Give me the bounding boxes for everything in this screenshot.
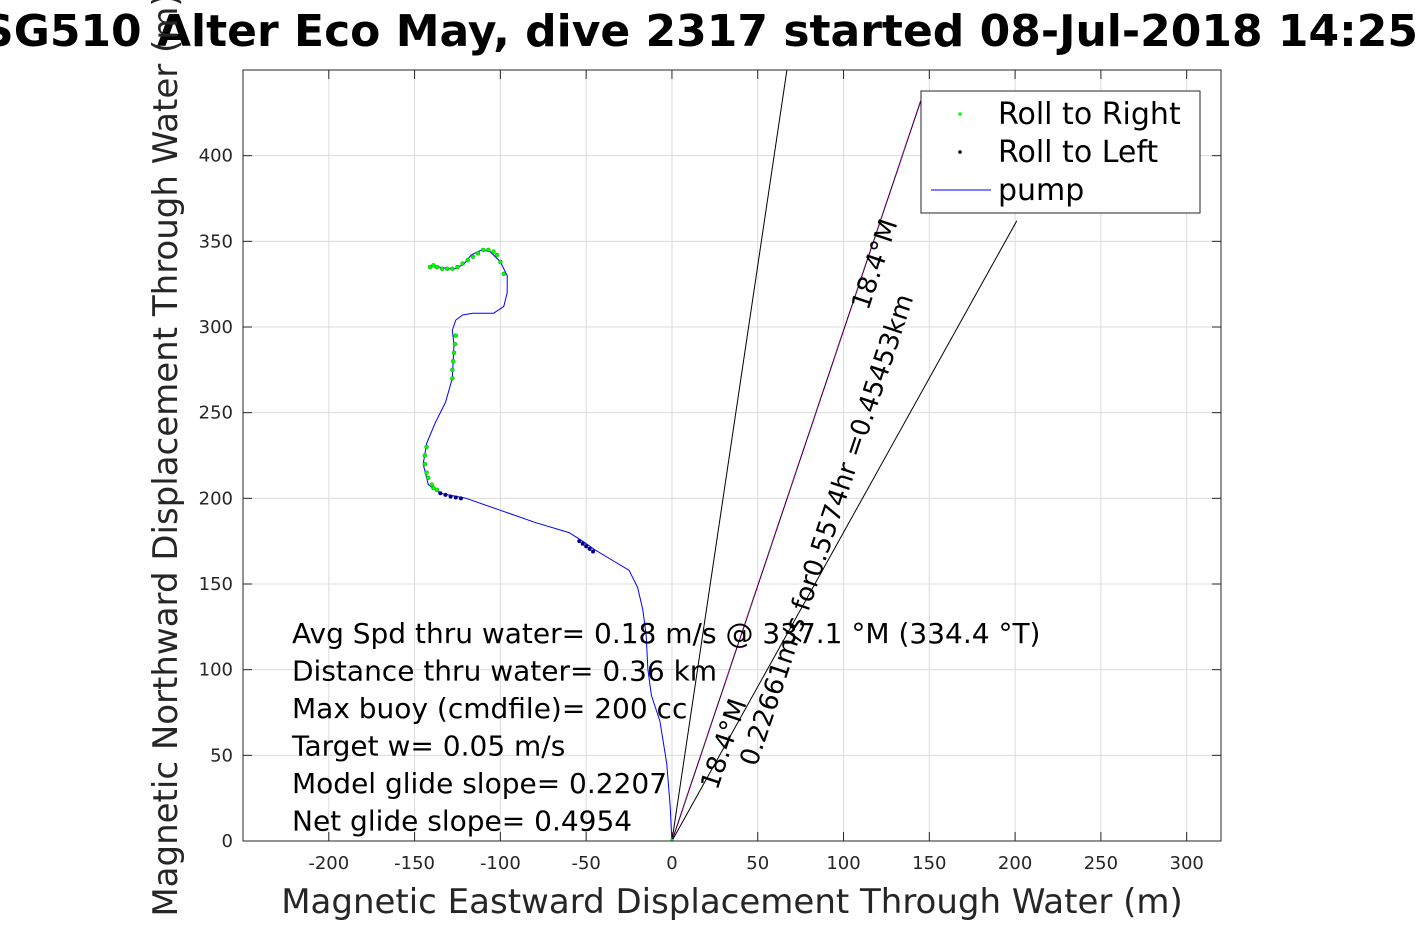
x-tick-label: 150 xyxy=(912,853,946,874)
stats-text-line: Target w= 0.05 m/s xyxy=(291,730,565,763)
roll-right-point xyxy=(481,247,486,253)
roll-left-point xyxy=(448,494,453,499)
roll-left-point xyxy=(438,491,443,496)
x-tick-label: -50 xyxy=(571,853,600,874)
stats-text-line: Model glide slope= 0.2207 xyxy=(292,767,667,800)
roll-right-point xyxy=(434,487,440,492)
heading-line-magenta xyxy=(671,100,922,841)
roll-right-point xyxy=(475,251,481,256)
x-tick-label: 300 xyxy=(1170,853,1204,874)
roll-right-point xyxy=(422,453,428,458)
plot-frame xyxy=(242,69,1222,842)
y-tick-label: 50 xyxy=(210,745,233,766)
roll-right-point xyxy=(501,271,506,277)
x-tick-label: -200 xyxy=(308,853,349,874)
x-tick-label: -100 xyxy=(480,853,521,874)
roll-left-point xyxy=(580,541,585,546)
roll-right-point xyxy=(439,266,445,271)
roll-right-point xyxy=(491,249,496,254)
y-tick-label: 250 xyxy=(199,403,233,424)
roll-right-point xyxy=(429,482,434,487)
legend-roll-left-marker xyxy=(958,150,962,154)
roll-right-point xyxy=(450,266,455,271)
roll-right-point xyxy=(431,485,436,491)
roll-right-point xyxy=(450,367,455,373)
y-tick-label: 100 xyxy=(199,660,233,681)
x-tick-label: 200 xyxy=(998,853,1032,874)
x-tick-label: 100 xyxy=(826,853,860,874)
roll-left-point xyxy=(587,546,592,551)
roll-right-point xyxy=(444,266,450,271)
roll-right-point xyxy=(452,341,458,347)
roll-left-point xyxy=(458,496,463,501)
stats-text-line: Avg Spd thru water= 0.18 m/s @ 337.1 °M … xyxy=(292,617,1040,650)
roll-left-point xyxy=(577,539,582,544)
legend-box xyxy=(920,90,1201,214)
x-tick-label: 0 xyxy=(666,853,677,874)
reference-line xyxy=(671,70,788,841)
origin-point xyxy=(669,838,675,841)
roll-right-point xyxy=(486,247,491,253)
roll-right-point xyxy=(424,470,429,475)
roll-right-point xyxy=(498,259,503,265)
roll-right-point xyxy=(434,264,440,270)
legend-label: Roll to Left xyxy=(998,135,1158,170)
stats-text-line: Net glide slope= 0.4954 xyxy=(292,805,632,838)
roll-right-point xyxy=(494,252,500,258)
legend-label: Roll to Right xyxy=(998,97,1181,132)
roll-left-point xyxy=(584,544,589,549)
roll-right-point xyxy=(455,264,460,270)
roll-right-point xyxy=(465,257,470,263)
series-pump-line xyxy=(422,249,673,841)
y-axis-label: Magnetic Northward Displacement Through … xyxy=(146,0,186,917)
y-tick-label: 0 xyxy=(222,831,233,852)
x-tick-label: 250 xyxy=(1084,853,1118,874)
x-tick-label: -150 xyxy=(394,853,435,874)
roll-left-point xyxy=(591,549,596,554)
y-tick-label: 400 xyxy=(199,146,233,167)
roll-right-point xyxy=(427,264,433,270)
y-tick-label: 200 xyxy=(199,488,233,509)
roll-right-point xyxy=(424,444,429,450)
y-tick-label: 150 xyxy=(199,574,233,595)
roll-right-point xyxy=(431,263,436,268)
roll-right-point xyxy=(460,261,465,266)
roll-left-point xyxy=(453,495,458,500)
legend-roll-right-marker xyxy=(958,112,962,116)
y-tick-label: 300 xyxy=(199,317,233,338)
legend-label: pump xyxy=(998,173,1084,208)
x-axis-label: Magnetic Eastward Displacement Through W… xyxy=(281,882,1183,922)
roll-left-point xyxy=(443,492,448,497)
roll-right-point xyxy=(422,461,428,467)
roll-right-point xyxy=(450,359,456,364)
chart-title: SG510 Alter Eco May, dive 2317 started 0… xyxy=(0,6,1417,57)
plot-content xyxy=(422,70,1018,841)
stats-text-line: Max buoy (cmdfile)= 200 cc xyxy=(292,692,687,725)
x-tick-label: 50 xyxy=(746,853,769,874)
roll-right-point xyxy=(451,350,457,355)
roll-right-point xyxy=(470,254,476,259)
roll-right-point xyxy=(453,333,458,338)
y-tick-label: 350 xyxy=(199,231,233,252)
roll-right-point xyxy=(426,475,431,480)
reference-line xyxy=(671,220,1018,841)
axis-ticks: -200 -150 -100 -50 0 50 100 150 200 250 300 0 50 100 1… xyxy=(199,70,1221,874)
stats-text-line: Distance thru water= 0.36 km xyxy=(292,655,717,688)
roll-right-point xyxy=(450,376,455,381)
